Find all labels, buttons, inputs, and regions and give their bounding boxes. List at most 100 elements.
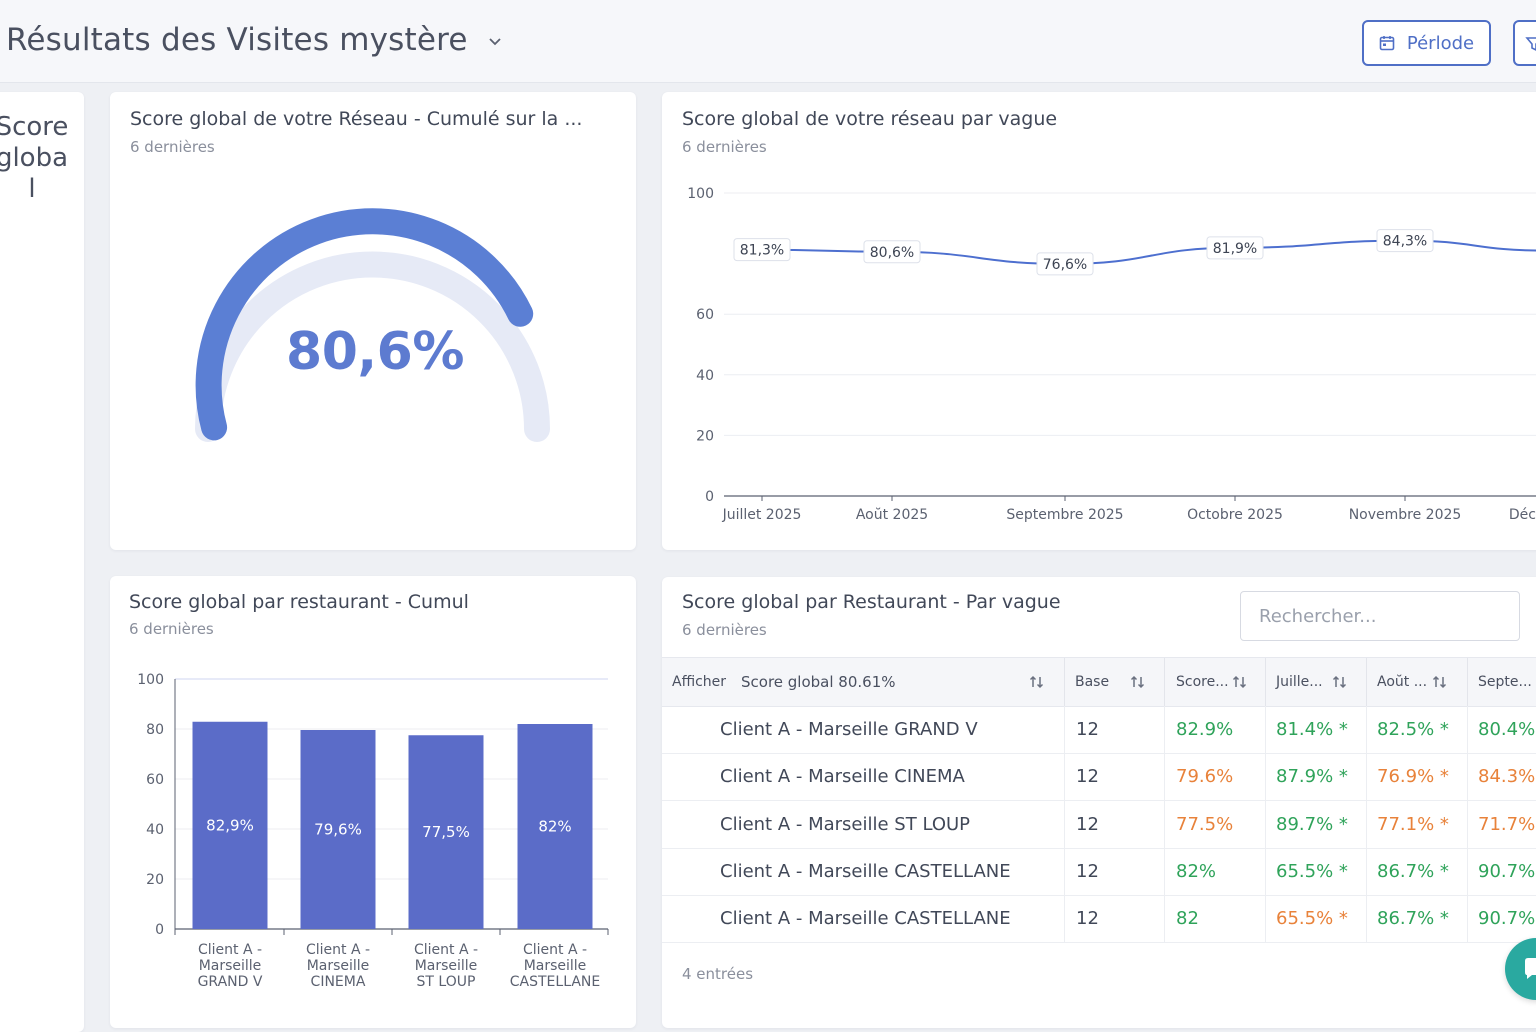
y-tick-label: 100 bbox=[137, 672, 164, 688]
y-tick-label: 40 bbox=[146, 822, 164, 838]
line-card-subtitle: 6 dernières bbox=[682, 138, 767, 156]
sort-icon[interactable] bbox=[1130, 674, 1146, 690]
row-septembre: 84.3% bbox=[1478, 766, 1536, 787]
afficher-label[interactable]: Afficher bbox=[672, 674, 727, 690]
row-aout: 86.7% * bbox=[1377, 908, 1449, 929]
side-card-label: Score global bbox=[0, 112, 69, 204]
table-card-subtitle: 6 dernières bbox=[682, 621, 767, 639]
row-juillet: 87.9% * bbox=[1276, 766, 1348, 787]
svg-text:76,6%: 76,6% bbox=[1043, 257, 1087, 273]
page-title[interactable]: Résultats des Visites mystère bbox=[6, 22, 502, 58]
filter-button[interactable] bbox=[1513, 20, 1536, 66]
x-tick-label: Aoŭt 2025 bbox=[856, 507, 928, 523]
row-aout: 82.5% * bbox=[1377, 719, 1449, 740]
x-tick-label: Juillet 2025 bbox=[722, 507, 802, 523]
search-input[interactable] bbox=[1240, 591, 1520, 641]
bar-card-title: Score global par restaurant - Cumul bbox=[129, 591, 469, 613]
col-header-score-global[interactable]: Score global 80.61% bbox=[741, 673, 896, 691]
y-tick-label: 0 bbox=[155, 922, 164, 938]
side-score-card: Score global bbox=[0, 92, 84, 1032]
gauge-card-title: Score global de votre Réseau - Cumulé su… bbox=[130, 108, 583, 130]
x-tick-label: Marseille bbox=[415, 958, 478, 974]
y-tick-label: 60 bbox=[146, 772, 164, 788]
sort-icon[interactable] bbox=[1332, 674, 1348, 690]
row-score: 79.6% bbox=[1176, 766, 1234, 787]
table-card: Score global par Restaurant - Par vague … bbox=[662, 577, 1536, 1028]
bar bbox=[517, 724, 593, 929]
row-juillet: 65.5% * bbox=[1276, 908, 1348, 929]
data-label: 80,6% bbox=[863, 240, 921, 264]
bar-chart-card: Score global par restaurant - Cumul 6 de… bbox=[110, 576, 636, 1028]
col-header-aout[interactable]: Aoŭt ... bbox=[1377, 674, 1428, 690]
col-header-score[interactable]: Score... bbox=[1176, 674, 1229, 690]
row-septembre: 71.7% bbox=[1478, 814, 1536, 835]
x-tick-label: Septembre 2025 bbox=[1006, 507, 1123, 523]
svg-text:81,9%: 81,9% bbox=[1213, 241, 1257, 257]
calendar-icon bbox=[1379, 36, 1395, 51]
periode-button[interactable]: Pérlode bbox=[1362, 20, 1491, 66]
y-tick-label: 20 bbox=[696, 428, 714, 444]
row-score: 82% bbox=[1176, 861, 1217, 882]
table-row[interactable]: Client A - Marseille ST LOUP 12 77.5% 89… bbox=[662, 801, 1536, 849]
bar-value-label: 82,9% bbox=[206, 816, 254, 834]
row-septembre: 90.7% bbox=[1478, 861, 1536, 882]
line-card-title: Score global de votre réseau par vague bbox=[682, 108, 1058, 130]
x-tick-label: Client A - bbox=[306, 942, 370, 958]
line-chart: 0 20 40 60 100 Juillet 2025 Aoŭt 2025 Septembre… bbox=[687, 186, 1536, 523]
top-bar: Résultats des Visites mystère Pérlode bbox=[0, 0, 1536, 83]
row-restaurant-name: Client A - Marseille CASTELLANE bbox=[720, 861, 1011, 882]
table-row[interactable]: Client A - Marseille CASTELLANE 12 82 65… bbox=[662, 895, 1536, 943]
y-tick-label: 20 bbox=[146, 872, 164, 888]
chevron-down-icon[interactable] bbox=[488, 37, 502, 47]
x-tick-label: Client A - bbox=[523, 942, 587, 958]
row-restaurant-name: Client A - Marseille CINEMA bbox=[720, 766, 965, 787]
gauge-card-subtitle: 6 dernières bbox=[130, 138, 215, 156]
x-tick-label: Client A - bbox=[198, 942, 262, 958]
gauge-fill bbox=[195, 208, 534, 441]
chat-icon bbox=[1525, 958, 1536, 979]
row-score: 82.9% bbox=[1176, 719, 1234, 740]
table-row[interactable]: Client A - Marseille CINEMA 12 79.6% 87.… bbox=[662, 753, 1536, 801]
col-header-septembre[interactable]: Septe... bbox=[1478, 674, 1532, 690]
x-tick-label: CASTELLANE bbox=[510, 974, 600, 990]
row-restaurant-name: Client A - Marseille ST LOUP bbox=[720, 814, 971, 835]
x-tick-label: Marseille bbox=[307, 958, 370, 974]
sort-icon[interactable] bbox=[1232, 674, 1248, 690]
data-label: 84,3% bbox=[1376, 229, 1434, 253]
periode-label: Pérlode bbox=[1406, 32, 1475, 54]
row-restaurant-name: Client A - Marseille CASTELLANE bbox=[720, 908, 1011, 929]
sort-icon[interactable] bbox=[1432, 674, 1448, 690]
bar-value-label: 82% bbox=[538, 818, 571, 836]
svg-text:81,3%: 81,3% bbox=[740, 243, 784, 259]
table-row[interactable]: Client A - Marseille CASTELLANE 12 82% 6… bbox=[662, 848, 1536, 896]
bar bbox=[300, 730, 376, 929]
y-tick-label: 100 bbox=[687, 186, 714, 202]
x-tick-label: Marseille bbox=[199, 958, 262, 974]
sort-icon[interactable] bbox=[1029, 674, 1045, 690]
x-tick-label: Décembre bbox=[1509, 507, 1536, 523]
data-label: 81,3% bbox=[733, 238, 791, 262]
x-tick-label: GRAND V bbox=[198, 974, 263, 990]
row-aout: 86.7% * bbox=[1377, 861, 1449, 882]
row-base: 12 bbox=[1076, 814, 1099, 835]
bar-value-label: 77,5% bbox=[422, 823, 470, 841]
table-row[interactable]: Client A - Marseille GRAND V 12 82.9% 81… bbox=[662, 706, 1536, 754]
table-header: Afficher Score global 80.61% Base Score.… bbox=[662, 657, 1536, 707]
row-juillet: 81.4% * bbox=[1276, 719, 1348, 740]
svg-text:80,6%: 80,6% bbox=[870, 245, 914, 261]
bar bbox=[408, 735, 484, 929]
col-header-juillet[interactable]: Juille... bbox=[1276, 674, 1323, 690]
row-juillet: 89.7% * bbox=[1276, 814, 1348, 835]
x-tick-label: ST LOUP bbox=[417, 974, 476, 990]
data-label: 76,6% bbox=[1036, 252, 1094, 276]
x-tick-label: Octobre 2025 bbox=[1187, 507, 1283, 523]
row-score: 82 bbox=[1176, 908, 1199, 929]
bar bbox=[192, 721, 268, 929]
col-header-base[interactable]: Base bbox=[1075, 674, 1110, 690]
entries-count: 4 entrées bbox=[682, 965, 754, 983]
row-score: 77.5% bbox=[1176, 814, 1234, 835]
y-tick-label: 80 bbox=[146, 722, 164, 738]
y-tick-label: 40 bbox=[696, 368, 714, 384]
row-restaurant-name: Client A - Marseille GRAND V bbox=[720, 719, 978, 740]
